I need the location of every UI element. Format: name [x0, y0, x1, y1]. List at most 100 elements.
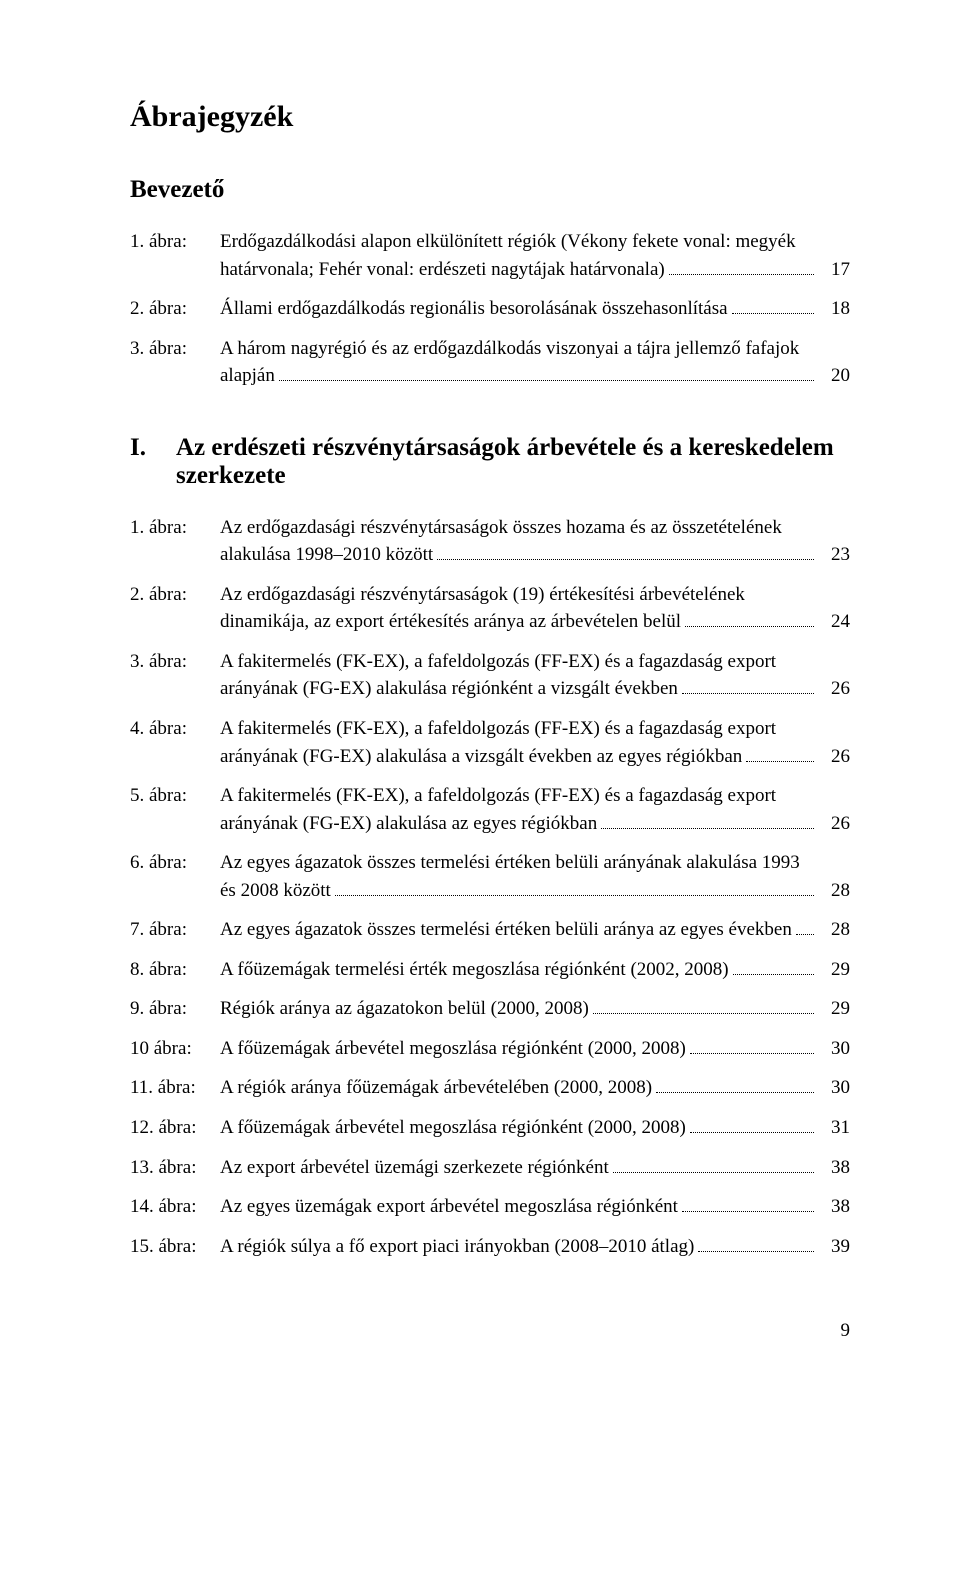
- entry-text: Állami erdőgazdálkodás regionális besoro…: [220, 295, 728, 323]
- entry-page: 28: [818, 877, 850, 905]
- leader-dots: [613, 1154, 814, 1173]
- leader-dots: [335, 877, 814, 896]
- entry-page: 18: [818, 295, 850, 323]
- leader-dots: [279, 362, 814, 381]
- leader-dots: [733, 956, 814, 975]
- toc-content: Bevezető1. ábra:Erdőgazdálkodási alapon …: [130, 176, 850, 1260]
- entry-text: A három nagyrégió és az erdőgazdálkodás …: [220, 335, 799, 363]
- leader-dots: [437, 541, 814, 560]
- entry-label: 14. ábra:: [130, 1193, 220, 1221]
- toc-entry: 15. ábra:A régiók súlya a fő export piac…: [130, 1233, 850, 1261]
- entry-label: 7. ábra:: [130, 916, 220, 944]
- entry-label: 3. ábra:: [130, 335, 220, 363]
- entry-label: 2. ábra:: [130, 295, 220, 323]
- entry-text: A főüzemágak árbevétel megoszlása régión…: [220, 1114, 686, 1142]
- entry-page: 39: [818, 1233, 850, 1261]
- entry-text: Régiók aránya az ágazatokon belül (2000,…: [220, 995, 589, 1023]
- entry-text: alakulása 1998–2010 között: [220, 541, 433, 569]
- entry-text: A régiók aránya főüzemágak árbevételében…: [220, 1074, 652, 1102]
- entry-label: 6. ábra:: [130, 849, 220, 877]
- entry-text: alapján: [220, 362, 275, 390]
- entry-text: Az egyes ágazatok összes termelési érték…: [220, 916, 792, 944]
- entry-label: 9. ábra:: [130, 995, 220, 1023]
- entry-page: 26: [818, 743, 850, 771]
- entry-text: arányának (FG-EX) alakulása az egyes rég…: [220, 810, 597, 838]
- page-title: Ábrajegyzék: [130, 100, 850, 134]
- leader-dots: [746, 743, 814, 762]
- entry-label: 1. ábra:: [130, 514, 220, 542]
- toc-entry: 8. ábra:A főüzemágak termelési érték meg…: [130, 956, 850, 984]
- entry-text: Az erdőgazdasági részvénytársaságok (19)…: [220, 581, 745, 609]
- toc-entry: 12. ábra:A főüzemágak árbevétel megoszlá…: [130, 1114, 850, 1142]
- leader-dots: [601, 810, 814, 829]
- entry-page: 31: [818, 1114, 850, 1142]
- entry-label: 8. ábra:: [130, 956, 220, 984]
- leader-dots: [656, 1074, 814, 1093]
- entry-text: dinamikája, az export értékesítés aránya…: [220, 608, 681, 636]
- entry-label: 12. ábra:: [130, 1114, 220, 1142]
- entry-label: 5. ábra:: [130, 782, 220, 810]
- entry-text: határvonala; Fehér vonal: erdészeti nagy…: [220, 256, 665, 284]
- entry-text: Az egyes ágazatok összes termelési érték…: [220, 849, 800, 877]
- leader-dots: [690, 1114, 814, 1133]
- entry-page: 29: [818, 995, 850, 1023]
- entry-text: arányának (FG-EX) alakulása a vizsgált é…: [220, 743, 742, 771]
- entry-page: 30: [818, 1074, 850, 1102]
- entry-page: 28: [818, 916, 850, 944]
- entry-text: Az export árbevétel üzemági szerkezete r…: [220, 1154, 609, 1182]
- leader-dots: [669, 256, 814, 275]
- entry-text: A főüzemágak termelési érték megoszlása …: [220, 956, 729, 984]
- entry-label: 1. ábra:: [130, 228, 220, 256]
- entry-page: 26: [818, 810, 850, 838]
- entry-text: Az erdőgazdasági részvénytársaságok össz…: [220, 514, 782, 542]
- toc-entry: 2. ábra:Az erdőgazdasági részvénytársasá…: [130, 581, 850, 636]
- entry-page: 23: [818, 541, 850, 569]
- entry-label: 10 ábra:: [130, 1035, 220, 1063]
- entry-page: 17: [818, 256, 850, 284]
- toc-entry: 2. ábra:Állami erdőgazdálkodás regionáli…: [130, 295, 850, 323]
- page-number: 9: [130, 1320, 850, 1342]
- leader-dots: [690, 1035, 814, 1054]
- entry-text: A fakitermelés (FK-EX), a fafeldolgozás …: [220, 648, 776, 676]
- toc-entry: 9. ábra:Régiók aránya az ágazatokon belü…: [130, 995, 850, 1023]
- entry-text: A főüzemágak árbevétel megoszlása régión…: [220, 1035, 686, 1063]
- entry-page: 26: [818, 675, 850, 703]
- entry-text: A fakitermelés (FK-EX), a fafeldolgozás …: [220, 782, 776, 810]
- entry-text: Az egyes üzemágak export árbevétel megos…: [220, 1193, 678, 1221]
- toc-entry: 4. ábra:A fakitermelés (FK-EX), a fafeld…: [130, 715, 850, 770]
- toc-entry: 5. ábra:A fakitermelés (FK-EX), a fafeld…: [130, 782, 850, 837]
- entry-text: Erdőgazdálkodási alapon elkülönített rég…: [220, 228, 796, 256]
- entry-text: és 2008 között: [220, 877, 331, 905]
- entry-page: 38: [818, 1154, 850, 1182]
- entry-label: 15. ábra:: [130, 1233, 220, 1261]
- section-heading: I.Az erdészeti részvénytársaságok árbevé…: [130, 434, 850, 490]
- section-heading-text: szerkezete: [176, 462, 286, 490]
- toc-entry: 13. ábra:Az export árbevétel üzemági sze…: [130, 1154, 850, 1182]
- entry-label: 3. ábra:: [130, 648, 220, 676]
- toc-entry: 3. ábra:A három nagyrégió és az erdőgazd…: [130, 335, 850, 390]
- entry-label: 2. ábra:: [130, 581, 220, 609]
- leader-dots: [685, 608, 814, 627]
- toc-entry: 7. ábra:Az egyes ágazatok összes termelé…: [130, 916, 850, 944]
- leader-dots: [682, 1193, 814, 1212]
- leader-dots: [732, 295, 814, 314]
- toc-entry: 14. ábra:Az egyes üzemágak export árbevé…: [130, 1193, 850, 1221]
- entry-page: 24: [818, 608, 850, 636]
- entry-page: 30: [818, 1035, 850, 1063]
- leader-dots: [682, 675, 814, 694]
- section-number: I.: [130, 434, 176, 462]
- section-heading-text: Az erdészeti részvénytársaságok árbevéte…: [176, 434, 834, 462]
- entry-text: A fakitermelés (FK-EX), a fafeldolgozás …: [220, 715, 776, 743]
- leader-dots: [593, 995, 814, 1014]
- entry-page: 29: [818, 956, 850, 984]
- entry-label: 4. ábra:: [130, 715, 220, 743]
- toc-entry: 1. ábra:Erdőgazdálkodási alapon elkülöní…: [130, 228, 850, 283]
- toc-entry: 1. ábra:Az erdőgazdasági részvénytársasá…: [130, 514, 850, 569]
- leader-dots: [796, 916, 814, 935]
- entry-label: 13. ábra:: [130, 1154, 220, 1182]
- entry-label: 11. ábra:: [130, 1074, 220, 1102]
- section-heading: Bevezető: [130, 176, 850, 204]
- entry-text: arányának (FG-EX) alakulása régiónként a…: [220, 675, 678, 703]
- toc-entry: 10 ábra:A főüzemágak árbevétel megoszlás…: [130, 1035, 850, 1063]
- entry-page: 20: [818, 362, 850, 390]
